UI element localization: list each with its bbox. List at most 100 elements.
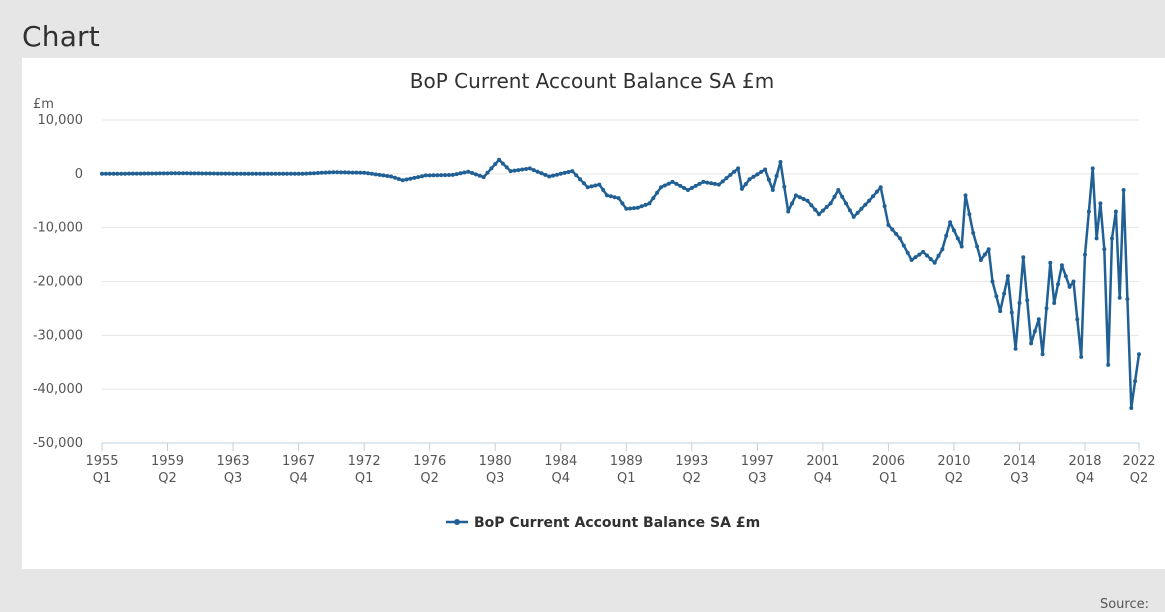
data-point[interactable] [312, 171, 316, 176]
data-point[interactable] [720, 179, 725, 184]
data-point[interactable] [477, 173, 482, 178]
data-point[interactable] [485, 170, 490, 175]
data-point[interactable] [554, 172, 559, 177]
data-point[interactable] [759, 169, 764, 174]
data-point[interactable] [952, 228, 956, 233]
data-point[interactable] [778, 160, 783, 164]
data-point[interactable] [739, 186, 744, 191]
data-point[interactable] [165, 171, 170, 176]
data-point[interactable] [589, 184, 594, 189]
data-point[interactable] [389, 174, 394, 179]
data-point[interactable] [435, 173, 440, 178]
data-point[interactable] [520, 167, 525, 172]
data-point[interactable] [1032, 329, 1037, 334]
data-point[interactable] [975, 244, 980, 249]
data-point[interactable] [1005, 274, 1010, 279]
data-point[interactable] [254, 171, 259, 176]
data-point[interactable] [805, 198, 810, 203]
data-point[interactable] [119, 171, 124, 176]
data-point[interactable] [150, 171, 155, 176]
data-point[interactable] [581, 181, 586, 186]
data-point[interactable] [1009, 310, 1014, 315]
data-point[interactable] [393, 175, 397, 180]
data-point[interactable] [774, 174, 779, 178]
data-point[interactable] [154, 171, 158, 176]
data-point[interactable] [728, 172, 733, 177]
data-point[interactable] [1113, 209, 1118, 214]
data-point[interactable] [358, 170, 363, 175]
data-point[interactable] [127, 171, 131, 176]
data-point[interactable] [959, 244, 964, 249]
data-point[interactable] [628, 206, 633, 211]
data-point[interactable] [605, 193, 609, 198]
data-point[interactable] [285, 171, 289, 176]
data-point[interactable] [944, 233, 949, 238]
data-point[interactable] [674, 181, 679, 186]
data-point[interactable] [292, 171, 297, 176]
data-point[interactable] [697, 181, 702, 186]
data-point[interactable] [712, 181, 717, 186]
data-point[interactable] [990, 279, 995, 284]
data-point[interactable] [585, 185, 590, 190]
data-point[interactable] [373, 172, 378, 177]
data-point[interactable] [269, 171, 274, 176]
data-point[interactable] [1090, 166, 1095, 171]
data-point[interactable] [385, 174, 390, 178]
data-point[interactable] [273, 171, 278, 176]
data-point[interactable] [913, 255, 918, 260]
data-point[interactable] [639, 204, 644, 209]
data-point[interactable] [1071, 279, 1076, 284]
data-point[interactable] [840, 194, 845, 199]
data-point[interactable] [1079, 354, 1084, 359]
data-point[interactable] [1106, 362, 1111, 367]
data-point[interactable] [847, 208, 852, 213]
data-point[interactable] [620, 201, 625, 206]
data-point[interactable] [743, 182, 748, 187]
data-point[interactable] [366, 171, 370, 176]
data-point[interactable] [1086, 209, 1091, 214]
data-point[interactable] [396, 177, 401, 181]
data-point[interactable] [566, 170, 571, 174]
data-point[interactable] [593, 183, 598, 188]
data-point[interactable] [439, 173, 444, 178]
data-point[interactable] [504, 165, 509, 170]
data-point[interactable] [277, 171, 282, 176]
data-point[interactable] [689, 186, 694, 190]
data-point[interactable] [447, 173, 451, 177]
data-point[interactable] [115, 171, 120, 176]
data-point[interactable] [138, 171, 143, 176]
data-point[interactable] [1075, 317, 1080, 322]
data-point[interactable] [836, 188, 841, 192]
data-point[interactable] [705, 180, 710, 185]
data-point[interactable] [1117, 295, 1122, 300]
data-point[interactable] [651, 196, 656, 201]
data-point[interactable] [265, 171, 270, 176]
data-point[interactable] [123, 171, 128, 176]
data-point[interactable] [177, 171, 182, 176]
data-point[interactable] [354, 170, 359, 175]
data-point[interactable] [851, 214, 856, 219]
data-point[interactable] [211, 171, 216, 176]
data-point[interactable] [539, 171, 544, 176]
data-point[interactable] [770, 188, 775, 192]
data-point[interactable] [1040, 352, 1045, 357]
data-point[interactable] [181, 171, 185, 176]
data-point[interactable] [192, 171, 197, 176]
data-point[interactable] [346, 170, 351, 175]
data-point[interactable] [855, 210, 860, 215]
data-point[interactable] [261, 171, 266, 176]
data-point[interactable] [616, 196, 621, 201]
data-point[interactable] [481, 175, 486, 180]
data-point[interactable] [751, 174, 756, 179]
data-point[interactable] [928, 257, 933, 262]
data-point[interactable] [331, 170, 336, 175]
data-point[interactable] [817, 212, 821, 217]
data-point[interactable] [659, 185, 663, 190]
data-point[interactable] [500, 161, 505, 166]
data-point[interactable] [242, 171, 247, 176]
data-point[interactable] [466, 169, 471, 174]
data-point[interactable] [666, 181, 671, 186]
data-point[interactable] [871, 194, 875, 199]
data-point[interactable] [404, 177, 409, 182]
data-point[interactable] [300, 171, 305, 176]
